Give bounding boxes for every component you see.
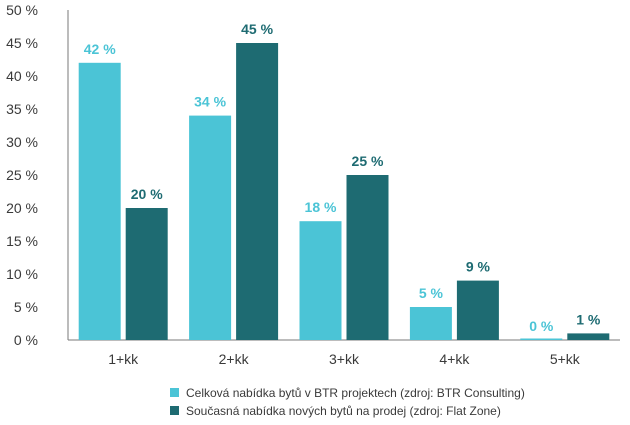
- data-label: 25 %: [352, 153, 384, 169]
- y-tick-label: 45 %: [6, 35, 38, 51]
- legend-swatch: [170, 388, 179, 397]
- bar-4+kk-series-1: [409, 307, 452, 340]
- data-label: 45 %: [241, 21, 273, 37]
- data-label: 34 %: [194, 94, 226, 110]
- y-tick-label: 50 %: [6, 2, 38, 18]
- y-tick-label: 20 %: [6, 200, 38, 216]
- data-label: 42 %: [84, 41, 116, 57]
- y-tick-label: 35 %: [6, 101, 38, 117]
- x-axis-tick-labels: 1+kk 2+kk 3+kk 4+kk 5+kk: [108, 351, 581, 367]
- data-labels: 42 % 20 % 34 % 45 % 18 % 25 % 5 % 9 % 0 % 1 %: [84, 21, 601, 334]
- bar-1+kk-series-1: [78, 62, 121, 341]
- y-tick-label: 10 %: [6, 266, 38, 282]
- y-tick-label: 5 %: [14, 299, 38, 315]
- x-tick-label: 4+kk: [439, 351, 470, 367]
- y-tick-label: 30 %: [6, 134, 38, 150]
- data-label: 5 %: [419, 285, 444, 301]
- data-label: 1 %: [576, 311, 601, 327]
- bar-1+kk-series-2: [125, 208, 168, 340]
- bar-2+kk-series-1: [189, 115, 232, 340]
- bar-4+kk-series-2: [456, 280, 499, 340]
- x-tick-label: 3+kk: [329, 351, 360, 367]
- y-axis-tick-labels: 0 % 5 % 10 % 15 % 20 % 25 % 30 % 35 % 40 % 45 % 50…: [6, 2, 38, 348]
- bar-3+kk-series-2: [346, 175, 389, 340]
- data-label: 9 %: [466, 259, 491, 275]
- bar-5+kk-series-1: [520, 338, 563, 340]
- legend-label: Celková nabídka bytů v BTR projektech (z…: [186, 386, 525, 400]
- y-tick-label: 15 %: [6, 233, 38, 249]
- data-label: 20 %: [131, 186, 163, 202]
- bar-2+kk-series-2: [236, 43, 279, 340]
- legend: Celková nabídka bytů v BTR projektech (z…: [170, 386, 525, 418]
- x-tick-label: 1+kk: [108, 351, 139, 367]
- y-tick-label: 40 %: [6, 68, 38, 84]
- bar-5+kk-series-2: [567, 333, 610, 340]
- bar-3+kk-series-1: [299, 221, 342, 340]
- bars: [78, 43, 610, 341]
- legend-label: Současná nabídka nových bytů na prodej (…: [186, 404, 501, 418]
- x-tick-label: 5+kk: [550, 351, 581, 367]
- x-tick-label: 2+kk: [219, 351, 250, 367]
- data-label: 0 %: [529, 318, 554, 334]
- data-label: 18 %: [305, 199, 337, 215]
- legend-swatch: [170, 406, 179, 415]
- y-tick-label: 0 %: [14, 332, 38, 348]
- y-tick-label: 25 %: [6, 167, 38, 183]
